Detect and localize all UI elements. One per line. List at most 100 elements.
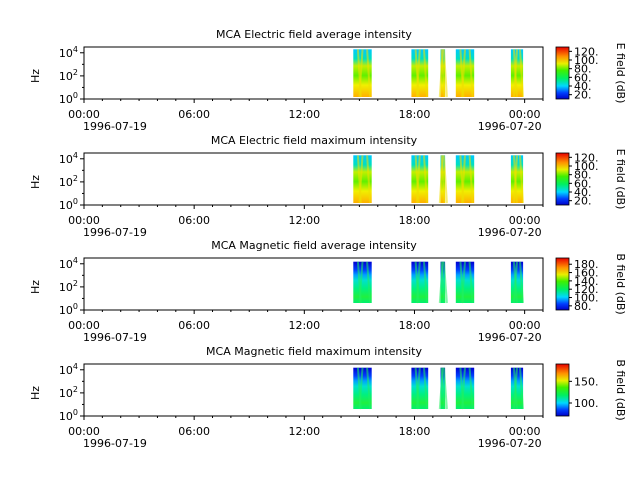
x-tick-label: 18:00 [399,319,431,332]
spectrogram-texture [519,49,524,98]
colorbar-tick-label: 80. [574,63,592,76]
x-tick-label: 12:00 [288,214,320,227]
spectrogram-texture [358,155,364,204]
y-tick-label: 100 [59,302,78,317]
spectrogram-texture [461,49,466,98]
colorbar-tick-label: 60. [574,177,592,190]
panel-title: MCA Magnetic field average intensity [211,239,417,252]
y-tick-label: 104 [59,45,78,60]
colorbar-label: B field (dB) [614,253,627,314]
colorbar-tick-label: 100. [574,292,599,305]
x-tick-label: 06:00 [178,425,210,438]
x-tick-label: 18:00 [399,108,431,121]
colorbar-label: B field (dB) [614,359,627,420]
spectrogram-texture [513,49,518,98]
x-tick-label: 12:00 [288,425,320,438]
start-date-label: 1996-07-19 [83,226,147,239]
spectrogram-texture [366,367,372,410]
spectrogram-texture [438,155,444,204]
plot-frame [83,363,544,417]
y-tick-label: 102 [59,279,78,294]
x-tick-label: 06:00 [178,214,210,227]
spectrogram-texture [438,261,444,304]
colorbar: 100. 150. B field (dB) [555,359,627,421]
plot-frame [83,152,544,206]
spectrogram-texture [468,367,474,410]
panel-title: MCA Electric field average intensity [216,28,412,41]
y-tick-label: 102 [59,68,78,83]
colorbar-tick-label: 20. [574,195,592,208]
end-date-label: 1996-07-20 [478,437,542,450]
spectrogram-texture [423,49,428,98]
colorbar-label: E field (dB) [614,43,627,104]
colorbar-tick-label: 80. [574,169,592,182]
spectrogram-texture [442,367,448,410]
spectrogram-texture [468,49,474,98]
spectrogram-texture [519,367,524,410]
colorbar: 80.100.120.140.160.180. B field (dB) [555,253,627,315]
spectrogram-texture [358,261,364,304]
x-tick-label: 00:00 [509,425,541,438]
spectrogram-texture [415,261,421,304]
spectrogram-texture [415,367,421,410]
y-tick-label: 100 [59,197,78,212]
spectrogram-texture [366,49,372,98]
spectrogram-texture [358,367,364,410]
colorbar-tick-label: 160. [574,267,599,280]
spectrogram-texture [415,155,421,204]
spectrogram-panel-1: MCA Electric field average intensity 100 1… [29,28,627,133]
x-tick-label: 00:00 [509,214,541,227]
spectrogram-texture [468,261,474,304]
end-date-label: 1996-07-20 [478,226,542,239]
colorbar-tick-label: 20. [574,89,592,102]
y-axis-label: Hz [29,386,42,400]
spectrogram-texture [358,49,364,98]
colorbar-tick-label: 100. [574,54,599,67]
x-tick-label: 00:00 [509,108,541,121]
spectrogram-texture [461,367,466,410]
colorbar-tick-label: 180. [574,258,599,271]
colorbar-tick-label: 100. [574,397,599,410]
spectrogram-texture [366,155,372,204]
panel-title: MCA Magnetic field maximum intensity [206,345,422,358]
start-date-label: 1996-07-19 [83,120,147,133]
spectrogram-texture [366,261,372,304]
colorbar-tick-label: 120. [574,45,599,58]
spectrogram-texture [442,261,448,304]
colorbar-tick-label: 120. [574,151,599,164]
colorbar-tick-label: 40. [574,186,592,199]
spectrogram-texture [513,367,518,410]
y-tick-label: 104 [59,362,78,377]
colorbar-gradient [555,363,570,417]
colorbar-tick-label: 40. [574,80,592,93]
spectrogram-texture [438,367,444,410]
spectrogram-texture [423,367,428,410]
colorbar-tick-label: 80. [574,300,592,313]
spectrogram-panel-4: MCA Magnetic field maximum intensity 100 1… [29,345,627,450]
colorbar-gradient [555,152,570,206]
y-tick-label: 102 [59,174,78,189]
spectrogram-texture [423,261,428,304]
spectrogram-panel-2: MCA Electric field maximum intensity 100 1… [29,134,627,239]
spectrogram-texture [415,49,421,98]
spectrogram-texture [519,261,524,304]
colorbar-gradient [555,46,570,100]
y-axis-label: Hz [29,69,42,83]
spectrogram-texture [519,155,524,204]
colorbar-tick-label: 100. [574,160,599,173]
colorbar-tick-label: 140. [574,275,599,288]
panel-title: MCA Electric field maximum intensity [211,134,418,147]
y-axis-label: Hz [29,280,42,294]
x-tick-label: 12:00 [288,319,320,332]
y-tick-label: 102 [59,385,78,400]
x-tick-label: 12:00 [288,108,320,121]
y-tick-label: 104 [59,151,78,166]
y-tick-label: 100 [59,91,78,106]
end-date-label: 1996-07-20 [478,331,542,344]
spectrogram-panel-3: MCA Magnetic field average intensity 100 1… [29,239,627,344]
x-tick-label: 06:00 [178,108,210,121]
colorbar-tick-label: 120. [574,283,599,296]
x-tick-label: 00:00 [68,214,100,227]
x-tick-label: 00:00 [509,319,541,332]
